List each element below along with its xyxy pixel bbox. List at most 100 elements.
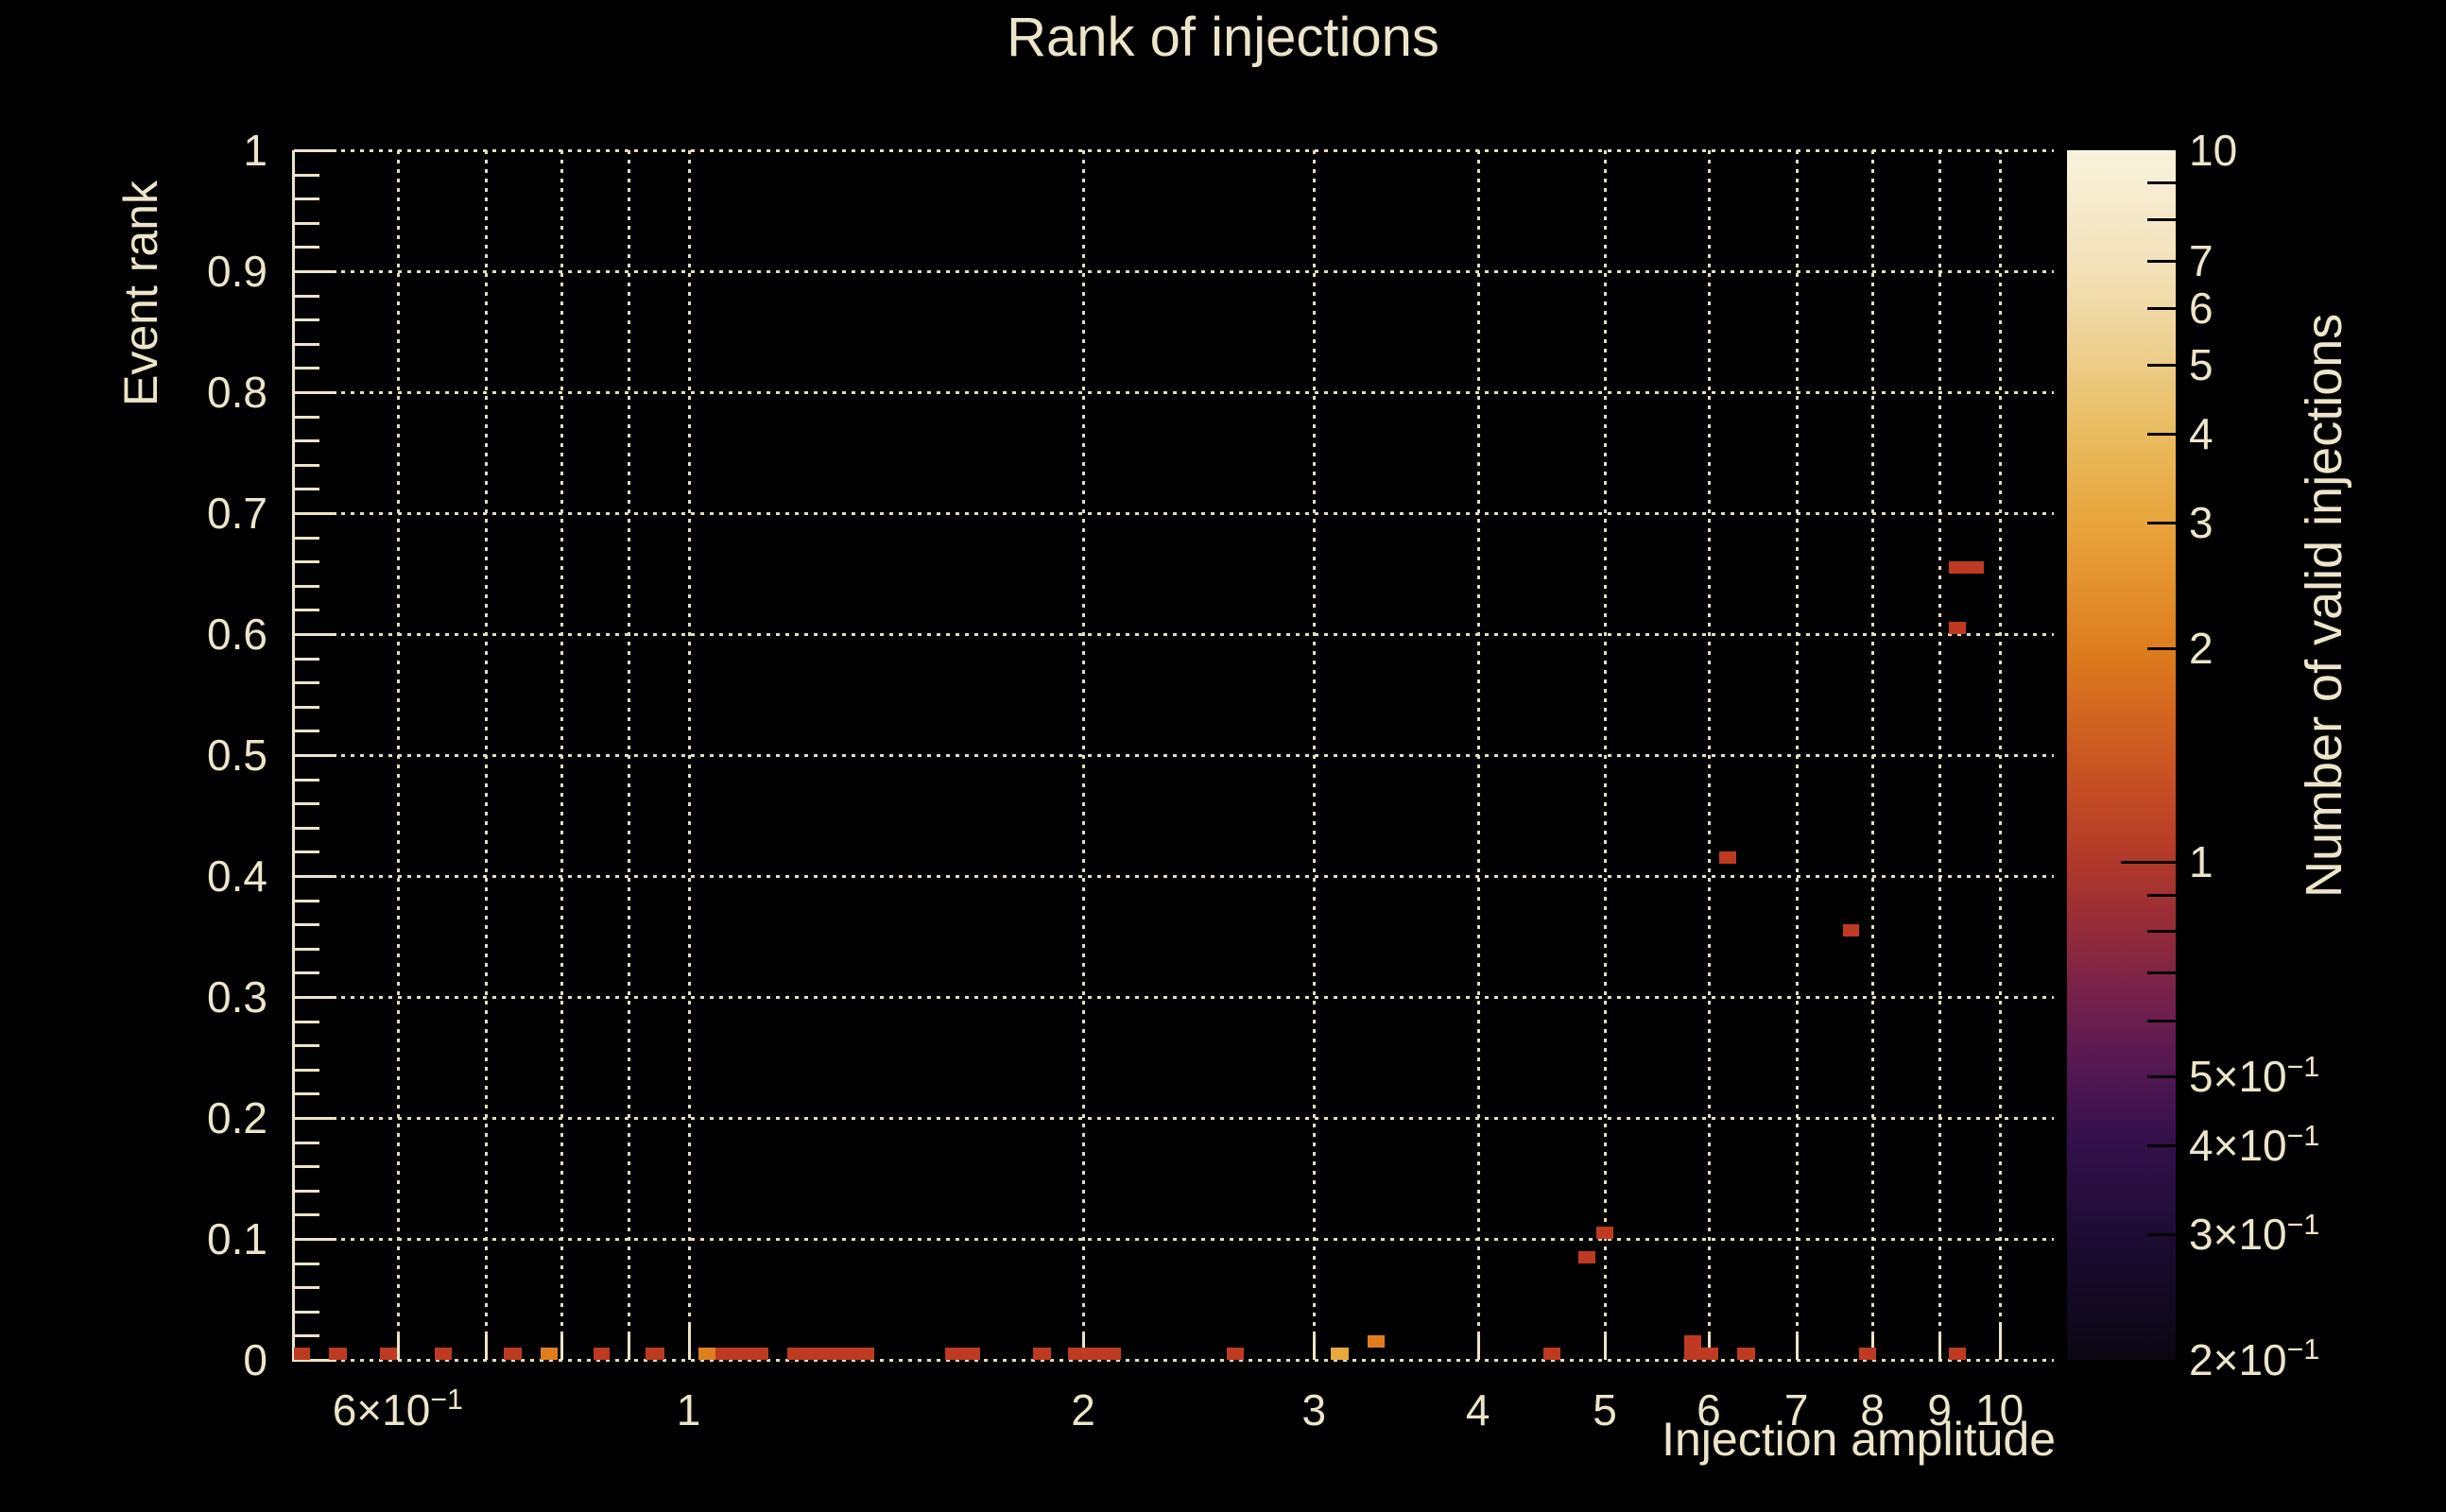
x-tick-label: 10 — [1974, 1385, 2024, 1435]
x-tick — [1604, 1335, 1608, 1360]
colorbar-tick-label: 6 — [2189, 284, 2213, 334]
colorbar-tick-label: 10 — [2189, 126, 2238, 175]
y-tick — [295, 1189, 319, 1193]
y-tick — [295, 318, 319, 322]
heatmap-cell — [1684, 1335, 1702, 1360]
x-gridline — [1476, 150, 1480, 1360]
y-tick — [295, 173, 319, 177]
y-gridline — [294, 270, 2054, 273]
colorbar-tick-label: 2 — [2189, 623, 2213, 673]
x-tick-label: 1 — [676, 1385, 701, 1435]
colorbar-tick-label: 3×10−1 — [2189, 1209, 2320, 1260]
x-tick-label: 4 — [1465, 1385, 1490, 1435]
y-gridline — [294, 1238, 2054, 1241]
colorbar-tick-label: 4 — [2189, 408, 2213, 458]
colorbar-tick — [2147, 1075, 2176, 1079]
x-tick-label: 8 — [1860, 1385, 1885, 1435]
y-tick — [295, 246, 319, 249]
exponent: −1 — [2286, 1051, 2320, 1083]
y-tick-label: 0.8 — [207, 368, 267, 417]
x-axis-title: Injection amplitude — [1662, 1413, 2056, 1466]
x-tick — [560, 1335, 564, 1360]
exponent: −1 — [2286, 1334, 2320, 1366]
y-tick — [295, 488, 319, 491]
x-tick-label: 6×10−1 — [332, 1384, 463, 1435]
y-gridline — [294, 1117, 2054, 1120]
x-tick-label: 3 — [1301, 1385, 1327, 1435]
x-tick — [1476, 1335, 1480, 1360]
x-tick-label: 6 — [1697, 1385, 1721, 1435]
y-gridline — [294, 633, 2054, 636]
colorbar-tick-label: 2×10−1 — [2189, 1334, 2320, 1384]
y-tick — [295, 149, 336, 152]
heatmap-cell — [1543, 1348, 1561, 1360]
y-tick-label: 0.2 — [207, 1093, 267, 1143]
x-tick-label: 2 — [1071, 1385, 1095, 1435]
heatmap-cell — [1227, 1348, 1245, 1360]
y-tick — [295, 633, 336, 636]
chart-title: Rank of injections — [1007, 7, 1439, 68]
x-gridline — [1707, 150, 1711, 1360]
x-tick — [484, 1335, 488, 1360]
y-tick — [295, 778, 319, 782]
heatmap-cell — [1701, 1348, 1718, 1360]
y-gridline — [294, 875, 2054, 878]
colorbar-tick-label: 4×10−1 — [2189, 1120, 2320, 1171]
colorbar-tick-label: 1 — [2189, 837, 2213, 887]
y-tick — [295, 1334, 319, 1338]
colorbar-tick — [2147, 930, 2176, 934]
y-tick — [295, 198, 319, 201]
colorbar-tick-label: 7 — [2189, 235, 2213, 285]
y-tick — [295, 609, 319, 612]
heatmap-cell — [1948, 622, 1966, 634]
y-tick — [295, 221, 319, 225]
x-tick — [687, 1322, 691, 1360]
y-tick-label: 0.5 — [207, 730, 267, 780]
y-tick — [295, 1359, 336, 1362]
y-tick — [295, 730, 319, 733]
y-tick — [295, 875, 336, 878]
y-tick — [295, 1044, 319, 1048]
y-tick — [295, 657, 319, 661]
heatmap-cell — [504, 1348, 523, 1360]
exponent: −1 — [2286, 1209, 2320, 1241]
y-axis-title: Event rank — [114, 180, 167, 406]
y-tick — [295, 1117, 336, 1120]
y-gridline — [294, 996, 2054, 999]
colorbar-tick — [2147, 181, 2176, 185]
y-tick — [295, 1092, 319, 1096]
heatmap-cell — [380, 1348, 397, 1360]
y-tick — [295, 512, 336, 515]
y-gridline — [294, 391, 2054, 394]
colorbar-tick — [2147, 218, 2176, 221]
heatmap-cell — [698, 1348, 715, 1360]
y-tick — [295, 899, 319, 902]
y-tick — [295, 584, 319, 588]
y-tick — [295, 971, 319, 975]
x-tick — [1082, 1335, 1086, 1360]
x-tick — [1871, 1335, 1875, 1360]
y-tick — [295, 367, 319, 370]
heatmap-cell — [1067, 1348, 1121, 1360]
y-tick — [295, 1238, 336, 1241]
x-tick — [1998, 1322, 2002, 1360]
y-tick-label: 0.9 — [207, 247, 267, 296]
heatmap-cell — [1032, 1348, 1051, 1360]
y-tick — [295, 802, 319, 806]
x-tick-label: 7 — [1783, 1385, 1809, 1435]
y-tick — [295, 996, 336, 999]
x-gridline — [1604, 150, 1608, 1360]
heatmap-cell — [1368, 1335, 1385, 1349]
heatmap-cell — [1843, 924, 1860, 936]
y-gridline — [294, 1359, 2054, 1362]
exponent: −1 — [430, 1384, 463, 1417]
x-tick — [1795, 1335, 1799, 1360]
y-tick — [295, 923, 319, 927]
x-gridline — [484, 150, 488, 1360]
y-tick — [295, 705, 319, 709]
colorbar-tick — [2147, 1019, 2176, 1022]
y-tick — [295, 1068, 319, 1072]
y-gridline — [294, 512, 2054, 515]
colorbar-title: Number of valid injections — [2296, 313, 2352, 898]
